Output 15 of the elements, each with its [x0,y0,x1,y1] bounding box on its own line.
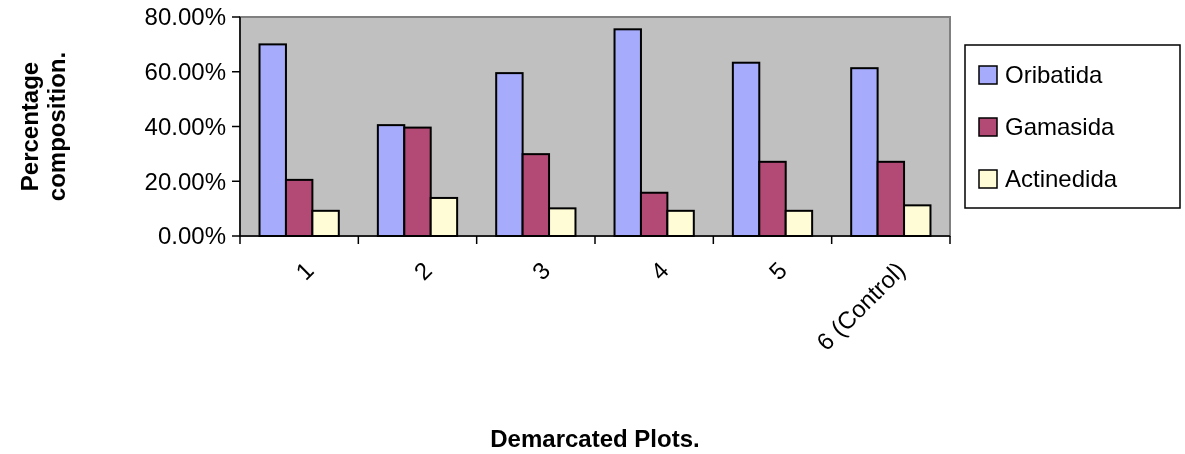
y-tick-label: 40.00% [144,112,226,140]
x-tick-label: 1 [290,256,319,285]
legend-label: Actinedida [1005,165,1118,193]
y-tick-label: 0.00% [157,222,226,250]
y-tick-label: 20.00% [144,167,226,195]
legend-label: Gamasida [1005,113,1116,141]
x-tick-label: 4 [645,256,674,285]
y-tick-label: 60.00% [144,58,226,86]
x-tick-label: 3 [526,256,556,285]
y-axis-title: Percentage composition. [15,51,71,202]
legend-label: Oribatida [1005,61,1104,89]
x-axis-title: Demarcated Plots. [490,425,700,452]
x-tick-label: 5 [763,256,792,285]
y-tick-label: 80.00% [144,3,226,31]
x-tick-label: 2 [408,256,437,285]
